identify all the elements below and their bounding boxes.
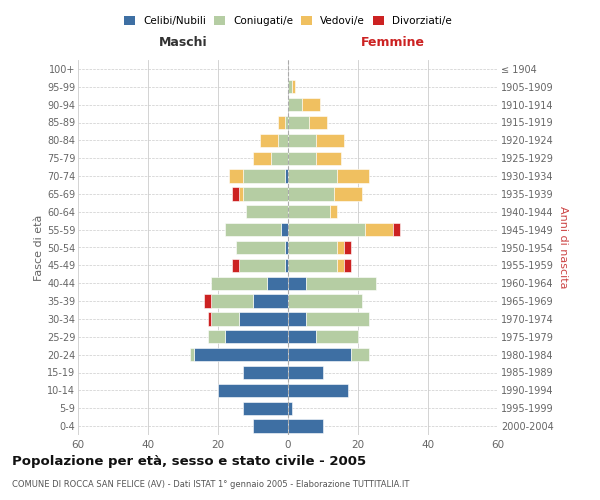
Bar: [344, 258, 351, 272]
Bar: [288, 152, 316, 165]
Bar: [225, 223, 281, 236]
Bar: [288, 170, 337, 183]
Bar: [242, 402, 288, 415]
Bar: [211, 276, 267, 290]
Bar: [305, 276, 376, 290]
Bar: [344, 241, 351, 254]
Y-axis label: Fasce di età: Fasce di età: [34, 214, 44, 280]
Bar: [292, 80, 295, 94]
Bar: [309, 116, 326, 129]
Bar: [277, 116, 284, 129]
Bar: [229, 170, 242, 183]
Y-axis label: Anni di nascita: Anni di nascita: [557, 206, 568, 289]
Bar: [288, 294, 361, 308]
Bar: [284, 258, 288, 272]
Bar: [211, 312, 239, 326]
Bar: [288, 402, 292, 415]
Bar: [330, 205, 337, 218]
Bar: [193, 348, 288, 362]
Bar: [284, 116, 288, 129]
Bar: [288, 348, 351, 362]
Legend: Celibi/Nubili, Coniugati/e, Vedovi/e, Divorziati/e: Celibi/Nubili, Coniugati/e, Vedovi/e, Di…: [121, 12, 455, 29]
Bar: [337, 170, 368, 183]
Bar: [288, 330, 316, 344]
Text: COMUNE DI ROCCA SAN FELICE (AV) - Dati ISTAT 1° gennaio 2005 - Elaborazione TUTT: COMUNE DI ROCCA SAN FELICE (AV) - Dati I…: [12, 480, 409, 489]
Bar: [288, 187, 334, 200]
Text: Popolazione per età, sesso e stato civile - 2005: Popolazione per età, sesso e stato civil…: [12, 455, 366, 468]
Bar: [288, 276, 305, 290]
Bar: [288, 116, 309, 129]
Bar: [204, 294, 211, 308]
Bar: [253, 294, 288, 308]
Bar: [232, 187, 239, 200]
Bar: [316, 330, 358, 344]
Bar: [242, 366, 288, 379]
Bar: [284, 170, 288, 183]
Bar: [246, 205, 288, 218]
Bar: [334, 187, 361, 200]
Bar: [267, 276, 288, 290]
Text: Maschi: Maschi: [158, 36, 208, 50]
Bar: [239, 312, 288, 326]
Bar: [288, 384, 347, 397]
Bar: [253, 420, 288, 433]
Bar: [284, 241, 288, 254]
Bar: [218, 384, 288, 397]
Bar: [288, 312, 305, 326]
Bar: [365, 223, 393, 236]
Bar: [288, 223, 365, 236]
Bar: [242, 187, 288, 200]
Bar: [232, 258, 239, 272]
Bar: [393, 223, 400, 236]
Bar: [208, 330, 225, 344]
Bar: [190, 348, 193, 362]
Bar: [288, 241, 337, 254]
Bar: [208, 312, 211, 326]
Bar: [281, 223, 288, 236]
Bar: [337, 241, 344, 254]
Bar: [253, 152, 271, 165]
Text: Femmine: Femmine: [361, 36, 425, 50]
Bar: [235, 241, 284, 254]
Bar: [288, 134, 316, 147]
Bar: [305, 312, 368, 326]
Bar: [288, 98, 302, 112]
Bar: [239, 258, 284, 272]
Bar: [260, 134, 277, 147]
Bar: [316, 134, 344, 147]
Bar: [242, 170, 284, 183]
Bar: [351, 348, 368, 362]
Bar: [337, 258, 344, 272]
Bar: [288, 205, 330, 218]
Bar: [225, 330, 288, 344]
Bar: [288, 366, 323, 379]
Bar: [288, 420, 323, 433]
Bar: [211, 294, 253, 308]
Bar: [288, 80, 292, 94]
Bar: [302, 98, 320, 112]
Bar: [316, 152, 341, 165]
Bar: [239, 187, 242, 200]
Bar: [277, 134, 288, 147]
Bar: [271, 152, 288, 165]
Bar: [288, 258, 337, 272]
